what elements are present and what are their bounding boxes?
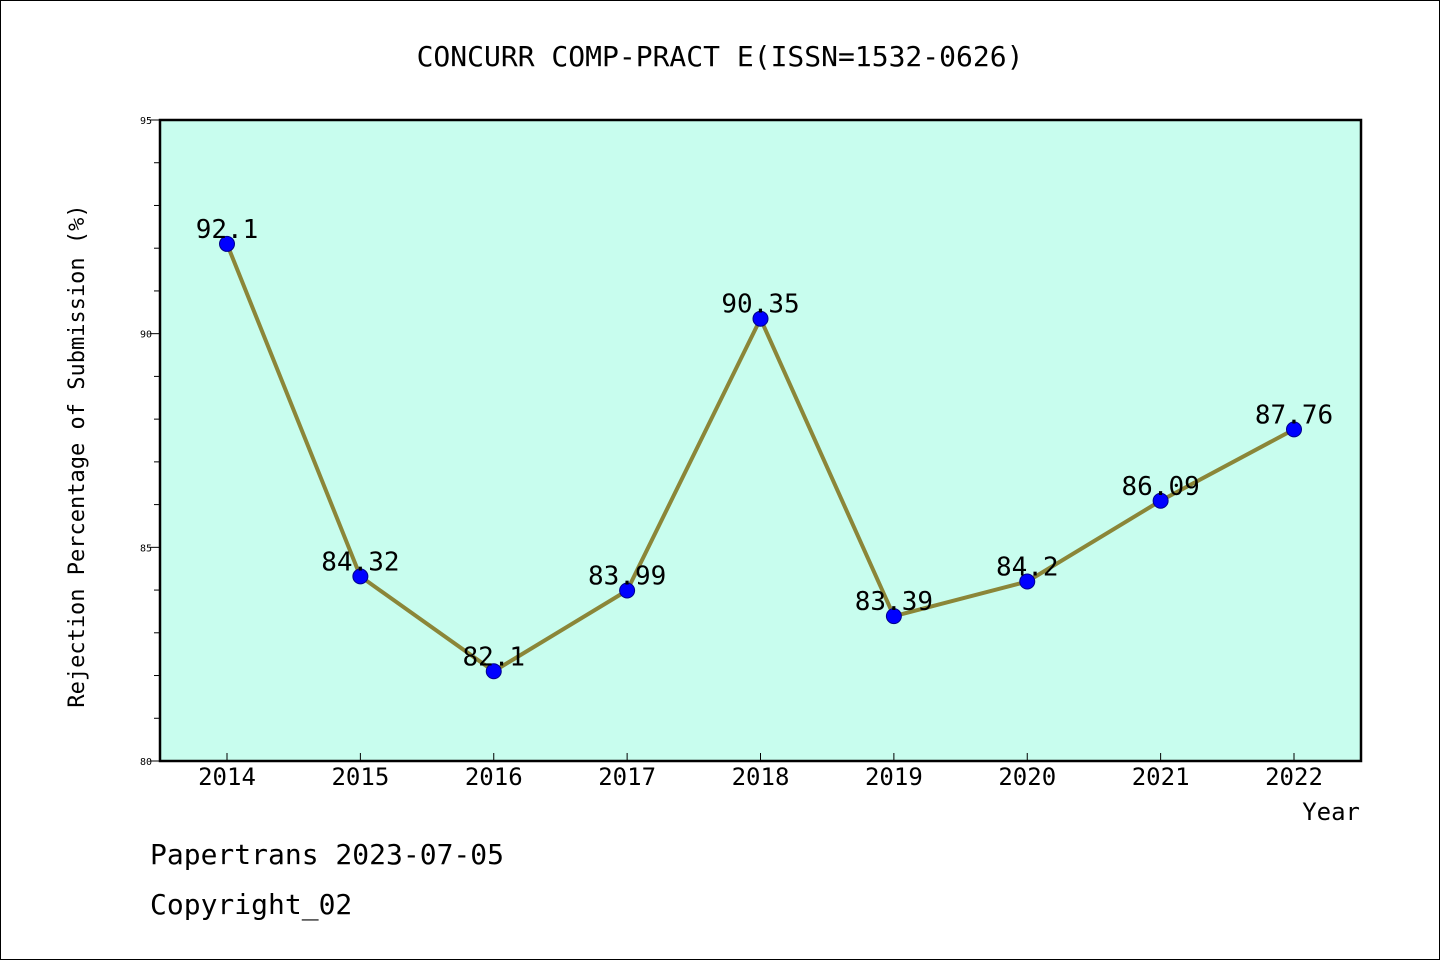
data-labels: 92.1 84.32 82.1 83.99 90.35 83.39 84.2 86.09 87.… <box>196 215 1333 672</box>
data-point <box>219 235 235 252</box>
data-point <box>1152 492 1169 509</box>
series-line-group <box>219 235 1302 680</box>
data-label: 90.35 <box>721 290 799 320</box>
data-label: 84.2 <box>996 553 1059 583</box>
footer-date: Papertrans 2023-07-05 <box>150 838 504 871</box>
footer-copyright: Copyright_02 <box>150 888 352 922</box>
y-tick-label: 90 <box>140 330 152 341</box>
plot-area <box>158 118 1363 763</box>
x-tick-label: 2021 <box>1132 763 1190 791</box>
data-label: 92.1 <box>196 215 259 245</box>
data-label: 84.32 <box>321 547 399 577</box>
data-label: 87.76 <box>1255 400 1333 430</box>
data-point <box>1286 421 1302 438</box>
x-tick-label: 2019 <box>865 763 923 791</box>
data-point <box>352 568 369 585</box>
x-tick-label: 2022 <box>1265 763 1323 791</box>
x-tick-label: 2015 <box>331 763 389 791</box>
data-point <box>752 310 769 327</box>
y-tick-label: 85 <box>140 543 152 554</box>
x-tick-label: 2018 <box>732 763 790 791</box>
data-label: 86.09 <box>1121 472 1199 502</box>
data-label: 83.39 <box>855 587 933 617</box>
data-label: 83.99 <box>588 561 666 591</box>
y-axis: 80 85 90 95 <box>140 116 160 768</box>
data-point <box>485 663 502 680</box>
x-axis-label: Year <box>1302 798 1360 826</box>
x-tick-label: 2014 <box>198 763 256 791</box>
x-tick-label: 2017 <box>598 763 656 791</box>
data-point <box>885 608 902 625</box>
y-axis-label: Rejection Percentage of Submission (%) <box>65 204 90 707</box>
data-label: 82.1 <box>462 642 525 672</box>
x-axis: 2014 2015 2016 2017 2018 2019 2020 2021 2022 <box>198 753 1323 791</box>
x-tick-label: 2016 <box>465 763 523 791</box>
y-tick-label: 95 <box>140 116 152 127</box>
data-point <box>1019 573 1036 590</box>
data-point <box>619 582 636 599</box>
chart-title: CONCURR COMP-PRACT E(ISSN=1532-0626) <box>417 40 1024 73</box>
y-tick-label: 80 <box>140 757 152 768</box>
x-tick-label: 2020 <box>998 763 1056 791</box>
